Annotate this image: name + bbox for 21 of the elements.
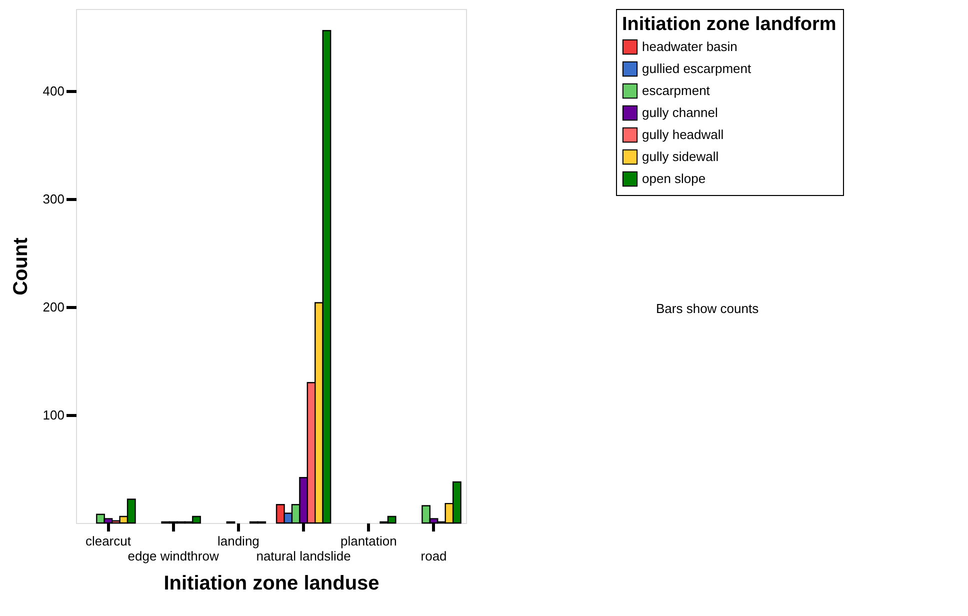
x-tick-label: plantation (340, 534, 397, 548)
x-tick-label: natural landslide (256, 548, 351, 564)
legend-label: gullied escarpment (642, 61, 752, 76)
legend-title: Initiation zone landform (622, 14, 836, 35)
x-tick-label: clearcut (85, 534, 132, 548)
y-tick-label: 300 (42, 192, 64, 207)
text: Bars show counts (656, 301, 760, 316)
x-tick-label: road (420, 548, 447, 564)
legend-label: escarpment (642, 83, 710, 98)
y-tick-label: 100 (42, 408, 64, 423)
x-tick-label: landing (217, 534, 260, 548)
x-axis-title: Initiation zone landuse (164, 572, 380, 594)
x-tick-label: edge windthrow (128, 548, 220, 564)
legend-label: gully channel (642, 105, 718, 120)
legend-label: headwater basin (642, 39, 738, 54)
y-axis-title: Count (10, 237, 32, 296)
legend-label: gully headwall (642, 127, 724, 142)
y-tick-label: 200 (42, 300, 64, 315)
legend-label: gully sidewall (642, 149, 719, 164)
legend-label: open slope (642, 171, 706, 186)
y-tick-label: 400 (42, 84, 64, 99)
